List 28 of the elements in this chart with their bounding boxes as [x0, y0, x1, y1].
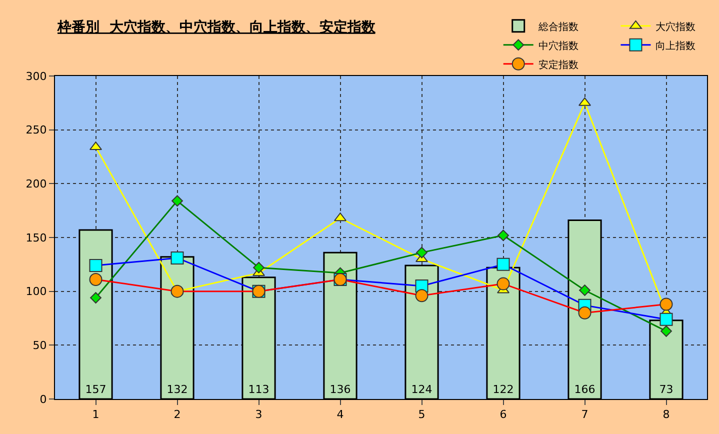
data-label: 124 [411, 383, 432, 396]
y-tick-label: 0 [40, 392, 47, 406]
x-tick-label: 5 [418, 408, 426, 422]
y-tick-label: 200 [26, 178, 47, 191]
legend-label: 向上指数 [656, 40, 696, 52]
legend-label: 安定指数 [538, 58, 578, 71]
y-tick-label: 300 [26, 70, 47, 83]
data-label: 122 [492, 383, 514, 396]
data-label: 132 [166, 383, 188, 396]
legend-label: 総合指数 [537, 20, 578, 33]
x-tick-label: 1 [92, 408, 100, 422]
legend-label: 中穴指数 [538, 40, 578, 52]
y-tick-label: 50 [32, 339, 47, 352]
y-tick-label: 150 [26, 231, 47, 244]
data-label: 166 [574, 383, 596, 396]
y-tick-label: 250 [26, 124, 47, 137]
x-tick-label: 6 [500, 408, 507, 422]
legend-label: 大穴指数 [656, 20, 696, 33]
data-label: 157 [85, 383, 106, 396]
x-tick-label: 3 [255, 408, 262, 422]
data-label: 136 [330, 383, 351, 396]
y-tick-label: 100 [26, 285, 47, 298]
x-tick-label: 2 [174, 408, 181, 422]
x-tick-label: 7 [581, 408, 588, 422]
data-label: 73 [659, 383, 674, 396]
x-tick-label: 8 [662, 408, 670, 422]
x-tick-label: 4 [336, 408, 344, 422]
data-label: 113 [248, 383, 270, 396]
